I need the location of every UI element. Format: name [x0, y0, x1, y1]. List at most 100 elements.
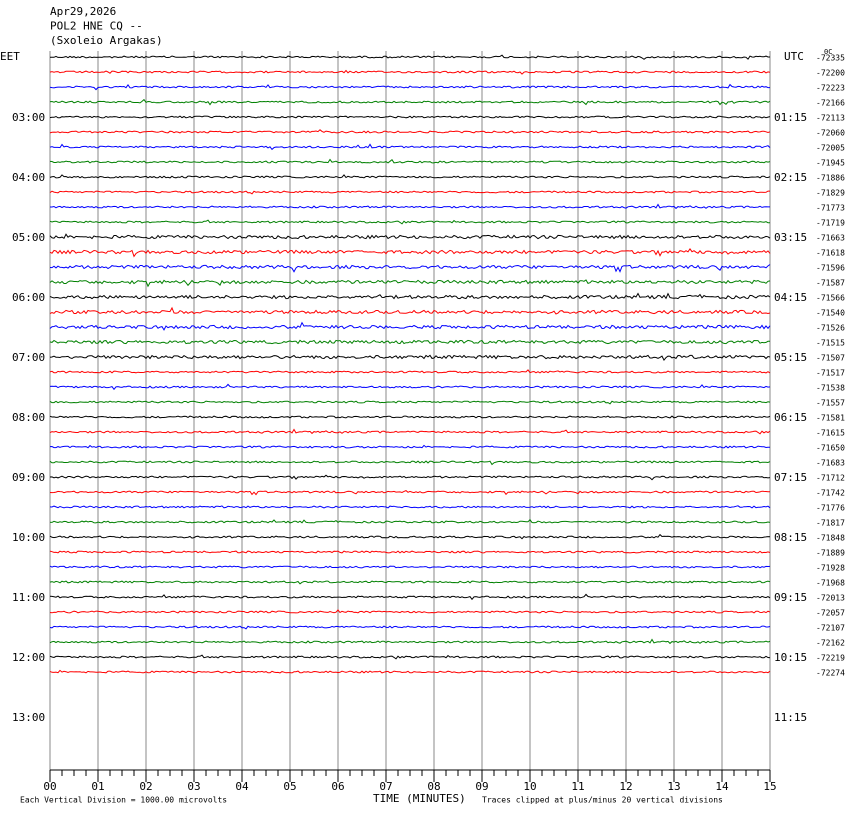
trace-offset: -71945	[816, 159, 845, 168]
corner-note: 0C	[824, 48, 832, 56]
trace	[49, 669, 771, 674]
right-hour: 08:15	[774, 531, 807, 544]
right-hour: 06:15	[774, 411, 807, 424]
trace	[49, 115, 771, 119]
trace	[49, 54, 770, 60]
trace	[49, 233, 771, 240]
x-tick-label: 06	[331, 780, 344, 793]
header-line: POL2 HNE CQ --	[50, 20, 143, 33]
right-hour: 09:15	[774, 591, 807, 604]
header-line: Apr29,2026	[50, 5, 116, 18]
trace	[49, 654, 771, 660]
trace-offset: -71517	[816, 369, 845, 378]
trace	[49, 98, 771, 106]
trace	[49, 593, 771, 601]
x-tick-label: 09	[475, 780, 488, 793]
x-tick-label: 14	[715, 780, 729, 793]
trace	[49, 638, 771, 645]
trace	[49, 248, 771, 258]
left-hour: 09:00	[12, 471, 45, 484]
x-tick-label: 10	[523, 780, 536, 793]
trace	[49, 518, 771, 524]
header-line: (Sxoleio Argakas)	[50, 34, 163, 47]
trace	[49, 400, 771, 405]
x-tick-label: 13	[667, 780, 680, 793]
trace	[49, 143, 771, 151]
trace	[49, 354, 771, 362]
left-hour: 04:00	[12, 171, 45, 184]
left-hour: 13:00	[12, 711, 45, 724]
footer-scale: Each Vertical Division = 1000.00 microvo…	[20, 796, 227, 805]
footer-clip: Traces clipped at plus/minus 20 vertical…	[482, 796, 723, 805]
right-hour: 03:15	[774, 231, 807, 244]
x-tick-label: 02	[139, 780, 152, 793]
trace	[49, 219, 771, 225]
trace	[49, 444, 770, 449]
left-hour: 08:00	[12, 411, 45, 424]
trace-offset: -72335	[816, 54, 845, 63]
trace-offset: -71538	[816, 384, 845, 393]
right-hour: 10:15	[774, 651, 807, 664]
trace	[49, 383, 771, 391]
x-tick-label: 00	[43, 780, 56, 793]
left-hour: 10:00	[12, 531, 45, 544]
trace	[49, 460, 771, 466]
trace-offset: -71829	[816, 189, 845, 198]
trace	[49, 264, 771, 273]
x-tick-label: 07	[379, 780, 392, 793]
trace-offset: -72057	[816, 609, 845, 618]
footer-axis-title: TIME (MINUTES)	[373, 792, 466, 805]
trace-offset: -71596	[816, 264, 845, 273]
right-hour: 04:15	[774, 291, 807, 304]
trace	[49, 565, 771, 569]
trace-offset: -71886	[816, 174, 845, 183]
right-hour: 07:15	[774, 471, 807, 484]
trace-offset: -71719	[816, 219, 845, 228]
x-tick-label: 11	[571, 780, 584, 793]
trace	[49, 321, 771, 331]
trace-offset: -71773	[816, 204, 845, 213]
trace-offset: -72166	[816, 99, 845, 108]
trace	[49, 609, 771, 614]
trace-offset: -72219	[816, 654, 845, 663]
trace-offset: -71968	[816, 579, 845, 588]
trace-offset: -71712	[816, 474, 845, 483]
right-zone: UTC	[784, 50, 804, 63]
trace-offset: -71848	[816, 534, 845, 543]
x-tick-label: 05	[283, 780, 296, 793]
trace	[49, 533, 771, 540]
left-hour: 05:00	[12, 231, 45, 244]
right-hour: 01:15	[774, 111, 807, 124]
x-tick-label: 01	[91, 780, 104, 793]
trace-offset: -71817	[816, 519, 845, 528]
trace-offset: -72113	[816, 114, 845, 123]
trace	[49, 474, 771, 481]
right-hour: 11:15	[774, 711, 807, 724]
x-tick-label: 12	[619, 780, 632, 793]
trace-offset: -72060	[816, 129, 845, 138]
trace-offset: -71650	[816, 444, 845, 453]
x-tick-label: 15	[763, 780, 776, 793]
trace	[49, 69, 771, 75]
trace-offset: -71581	[816, 414, 845, 423]
trace	[49, 190, 770, 195]
trace	[49, 580, 771, 585]
trace	[49, 415, 771, 419]
trace	[49, 428, 771, 435]
trace-offset: -71587	[816, 279, 845, 288]
trace	[50, 203, 770, 210]
right-hour: 05:15	[774, 351, 807, 364]
left-hour: 06:00	[12, 291, 45, 304]
trace-offset: -72107	[816, 624, 845, 633]
trace-offset: -71515	[816, 339, 845, 348]
trace-offset: -71615	[816, 429, 845, 438]
trace	[49, 505, 771, 509]
left-hour: 12:00	[12, 651, 45, 664]
trace	[49, 550, 771, 554]
trace-offset: -71557	[816, 399, 845, 408]
trace-offset: -71540	[816, 309, 845, 318]
trace	[49, 369, 771, 374]
trace	[49, 339, 770, 345]
trace-offset: -71683	[816, 459, 845, 468]
